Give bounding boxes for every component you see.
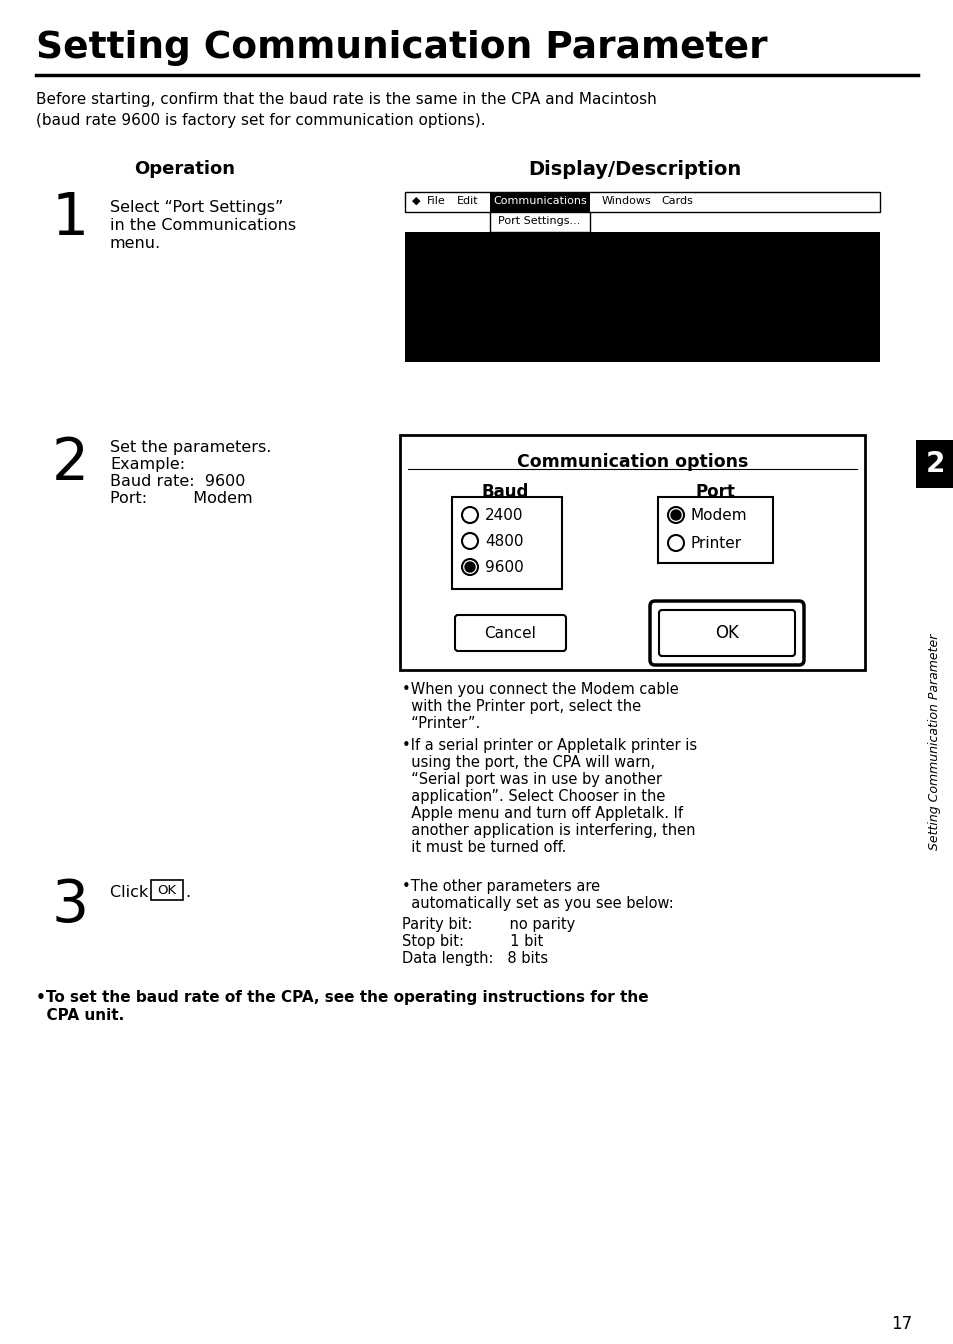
Text: Set the parameters.: Set the parameters. — [110, 439, 271, 456]
Text: •When you connect the Modem cable: •When you connect the Modem cable — [401, 681, 678, 698]
Text: “Serial port was in use by another: “Serial port was in use by another — [401, 771, 661, 788]
Text: Example:: Example: — [110, 457, 185, 472]
FancyBboxPatch shape — [915, 439, 953, 488]
Text: Data length:   8 bits: Data length: 8 bits — [401, 952, 548, 966]
Text: •The other parameters are: •The other parameters are — [401, 879, 599, 894]
Text: with the Printer port, select the: with the Printer port, select the — [401, 699, 640, 714]
Text: Port:         Modem: Port: Modem — [110, 491, 253, 505]
Text: •If a serial printer or Appletalk printer is: •If a serial printer or Appletalk printe… — [401, 738, 697, 753]
FancyBboxPatch shape — [452, 497, 561, 589]
Text: it must be turned off.: it must be turned off. — [401, 840, 566, 855]
FancyBboxPatch shape — [490, 212, 589, 233]
Text: 2: 2 — [52, 435, 89, 492]
Text: Printer: Printer — [690, 535, 741, 551]
Text: automatically set as you see below:: automatically set as you see below: — [401, 896, 673, 911]
Text: application”. Select Chooser in the: application”. Select Chooser in the — [401, 789, 664, 804]
FancyBboxPatch shape — [659, 610, 794, 656]
FancyBboxPatch shape — [455, 616, 565, 650]
Text: Apple menu and turn off Appletalk. If: Apple menu and turn off Appletalk. If — [401, 806, 682, 821]
Text: Baud: Baud — [481, 482, 528, 501]
FancyBboxPatch shape — [151, 880, 183, 900]
Text: CPA unit.: CPA unit. — [36, 1008, 124, 1023]
Text: Setting Communication Parameter: Setting Communication Parameter — [927, 633, 941, 849]
Text: 1: 1 — [52, 190, 89, 247]
FancyBboxPatch shape — [405, 233, 879, 362]
Text: Operation: Operation — [134, 160, 235, 177]
Text: ◆: ◆ — [412, 196, 420, 206]
Text: Cards: Cards — [660, 196, 692, 206]
Text: 2400: 2400 — [484, 508, 523, 523]
Text: 9600: 9600 — [484, 559, 523, 574]
Text: Display/Description: Display/Description — [528, 160, 740, 179]
Text: Click: Click — [110, 884, 158, 900]
Circle shape — [464, 562, 475, 573]
Text: Select “Port Settings”: Select “Port Settings” — [110, 200, 283, 215]
FancyBboxPatch shape — [490, 192, 589, 212]
FancyBboxPatch shape — [649, 601, 803, 665]
Circle shape — [670, 509, 680, 520]
Text: 4800: 4800 — [484, 534, 523, 548]
Text: Port: Port — [695, 482, 734, 501]
Text: Edit: Edit — [456, 196, 478, 206]
Text: another application is interfering, then: another application is interfering, then — [401, 823, 695, 839]
Text: Cancel: Cancel — [484, 625, 536, 641]
Text: (baud rate 9600 is factory set for communication options).: (baud rate 9600 is factory set for commu… — [36, 113, 485, 128]
Text: Communication options: Communication options — [517, 453, 747, 470]
Text: •To set the baud rate of the CPA, see the operating instructions for the: •To set the baud rate of the CPA, see th… — [36, 991, 648, 1005]
Text: Before starting, confirm that the baud rate is the same in the CPA and Macintosh: Before starting, confirm that the baud r… — [36, 91, 656, 108]
FancyBboxPatch shape — [405, 192, 879, 212]
Text: 3: 3 — [52, 878, 89, 934]
Text: OK: OK — [715, 624, 739, 642]
Text: Baud rate:  9600: Baud rate: 9600 — [110, 474, 245, 489]
Text: in the Communications: in the Communications — [110, 218, 295, 233]
Text: 17: 17 — [890, 1314, 911, 1333]
Text: Port Settings...: Port Settings... — [497, 216, 579, 226]
Text: .: . — [185, 884, 190, 900]
Text: Parity bit:        no parity: Parity bit: no parity — [401, 917, 575, 931]
Text: Communications: Communications — [493, 196, 586, 206]
Text: menu.: menu. — [110, 237, 161, 251]
Text: Stop bit:          1 bit: Stop bit: 1 bit — [401, 934, 542, 949]
Text: Windows: Windows — [601, 196, 651, 206]
FancyBboxPatch shape — [658, 497, 772, 563]
Text: OK: OK — [157, 883, 176, 896]
Text: File: File — [427, 196, 445, 206]
Text: Modem: Modem — [690, 508, 747, 523]
FancyBboxPatch shape — [399, 435, 864, 671]
Text: Setting Communication Parameter: Setting Communication Parameter — [36, 30, 767, 66]
Text: 2: 2 — [924, 450, 943, 478]
Text: using the port, the CPA will warn,: using the port, the CPA will warn, — [401, 755, 655, 770]
Text: “Printer”.: “Printer”. — [401, 716, 479, 731]
